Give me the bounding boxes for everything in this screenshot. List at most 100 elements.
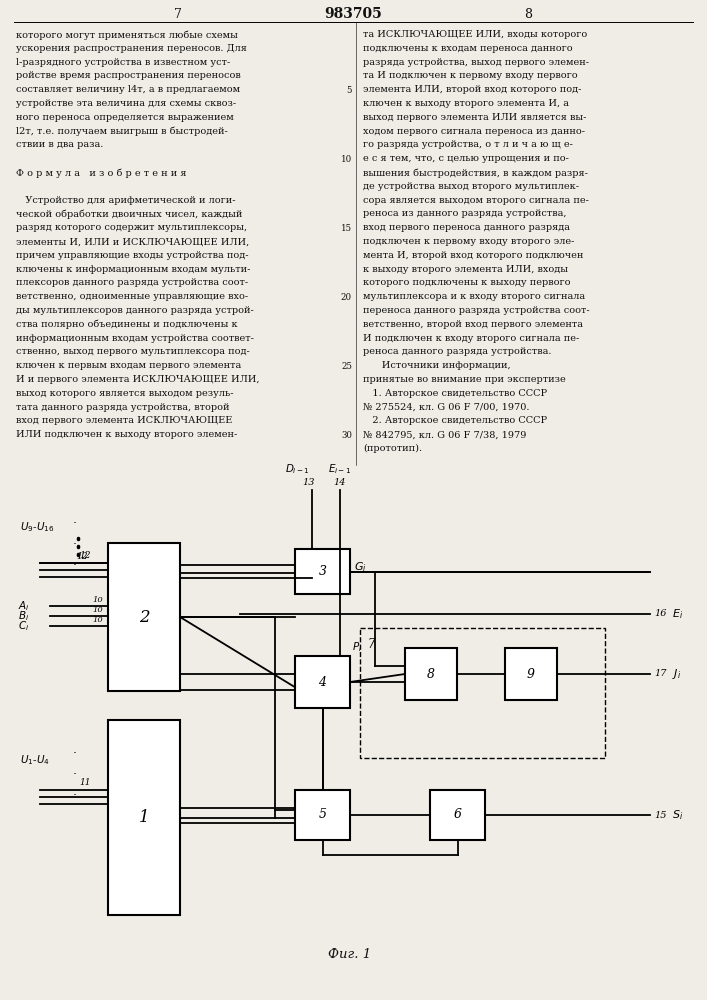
Bar xyxy=(360,628,605,758)
Text: вход первого элемента ИСКЛЮЧАЮЩЕЕ: вход первого элемента ИСКЛЮЧАЮЩЕЕ xyxy=(16,416,233,425)
Bar xyxy=(295,790,350,840)
Text: го разряда устройства, о т л и ч а ю щ е-: го разряда устройства, о т л и ч а ю щ е… xyxy=(363,140,573,149)
Text: l2т, т.е. получаем выигрыш в быстродей-: l2т, т.е. получаем выигрыш в быстродей- xyxy=(16,127,228,136)
Text: ства полярно объединены и подключены к: ства полярно объединены и подключены к xyxy=(16,320,238,329)
Text: № 275524, кл. G 06 F 7/00, 1970.: № 275524, кл. G 06 F 7/00, 1970. xyxy=(363,403,530,412)
Text: (прототип).: (прототип). xyxy=(363,444,422,453)
Text: 13: 13 xyxy=(303,478,315,487)
Text: 20: 20 xyxy=(341,293,352,302)
Text: 14: 14 xyxy=(334,478,346,487)
Text: Ф о р м у л а   и з о б р е т е н и я: Ф о р м у л а и з о б р е т е н и я xyxy=(16,168,187,178)
Text: выход первого элемента ИЛИ является вы-: выход первого элемента ИЛИ является вы- xyxy=(363,113,586,122)
Text: реноса из данного разряда устройства,: реноса из данного разряда устройства, xyxy=(363,209,566,218)
Text: Устройство для арифметической и логи-: Устройство для арифметической и логи- xyxy=(16,196,235,205)
Text: тата данного разряда устройства, второй: тата данного разряда устройства, второй xyxy=(16,403,230,412)
Text: 5: 5 xyxy=(318,808,327,822)
Text: вход первого переноса данного разряда: вход первого переноса данного разряда xyxy=(363,223,570,232)
Text: ного переноса определяется выражением: ного переноса определяется выражением xyxy=(16,113,234,122)
Text: l-разрядного устройства в известном уст-: l-разрядного устройства в известном уст- xyxy=(16,58,230,67)
Text: И и первого элемента ИСКЛЮЧАЮЩЕЕ ИЛИ,: И и первого элемента ИСКЛЮЧАЮЩЕЕ ИЛИ, xyxy=(16,375,259,384)
Text: 11: 11 xyxy=(79,778,90,787)
Text: 9: 9 xyxy=(527,668,535,680)
Text: ческой обработки двоичных чисел, каждый: ческой обработки двоичных чисел, каждый xyxy=(16,209,243,219)
Text: ·
·
·: · · · xyxy=(73,518,77,572)
Text: подключены к входам переноса данного: подключены к входам переноса данного xyxy=(363,44,573,53)
Text: ИЛИ подключен к выходу второго элемен-: ИЛИ подключен к выходу второго элемен- xyxy=(16,430,238,439)
Text: та И подключен к первому входу первого: та И подключен к первому входу первого xyxy=(363,71,578,80)
Text: Источники информации,: Источники информации, xyxy=(363,361,510,370)
Text: ствии в два раза.: ствии в два раза. xyxy=(16,140,103,149)
Text: 3: 3 xyxy=(318,565,327,578)
Text: $G_i$: $G_i$ xyxy=(354,561,367,574)
Bar xyxy=(505,648,557,700)
Text: $J_i$: $J_i$ xyxy=(672,667,682,681)
Text: $E_{i-1}$: $E_{i-1}$ xyxy=(328,462,352,476)
Text: $U_1$-$U_4$: $U_1$-$U_4$ xyxy=(20,753,49,767)
Text: $E_i$: $E_i$ xyxy=(672,607,683,621)
Text: которого подключены к выходу первого: которого подключены к выходу первого xyxy=(363,278,571,287)
Text: е с я тем, что, с целью упрощения и по-: е с я тем, что, с целью упрощения и по- xyxy=(363,154,569,163)
Text: ветственно, одноименные управляющие вхо-: ветственно, одноименные управляющие вхо- xyxy=(16,292,248,301)
Text: ственно, выход первого мультиплексора под-: ственно, выход первого мультиплексора по… xyxy=(16,347,250,356)
Text: $B_i$: $B_i$ xyxy=(18,609,29,623)
Text: ·
·
·: · · · xyxy=(73,748,77,802)
Text: 10: 10 xyxy=(92,616,103,624)
Text: 7: 7 xyxy=(368,638,375,651)
Text: 30: 30 xyxy=(341,431,352,440)
Text: плексоров данного разряда устройства соот-: плексоров данного разряда устройства соо… xyxy=(16,278,248,287)
Text: № 842795, кл. G 06 F 7/38, 1979: № 842795, кл. G 06 F 7/38, 1979 xyxy=(363,430,527,439)
Text: $U_9$-$U_{16}$: $U_9$-$U_{16}$ xyxy=(20,520,54,534)
Text: 10: 10 xyxy=(341,155,352,164)
Text: 4: 4 xyxy=(318,676,327,688)
Text: 25: 25 xyxy=(341,362,352,371)
Text: которого могут применяться любые схемы: которого могут применяться любые схемы xyxy=(16,30,238,39)
Text: переноса данного разряда устройства соот-: переноса данного разряда устройства соот… xyxy=(363,306,590,315)
Text: Фиг. 1: Фиг. 1 xyxy=(329,948,372,962)
Text: 12: 12 xyxy=(79,551,90,560)
Text: принятые во внимание при экспертизе: принятые во внимание при экспертизе xyxy=(363,375,566,384)
Text: ключен к выходу второго элемента И, а: ключен к выходу второго элемента И, а xyxy=(363,99,569,108)
Text: элемента ИЛИ, второй вход которого под-: элемента ИЛИ, второй вход которого под- xyxy=(363,85,581,94)
Text: $P_i$: $P_i$ xyxy=(352,640,362,654)
Text: 2: 2 xyxy=(139,608,149,626)
Text: ключены к информационным входам мульти-: ключены к информационным входам мульти- xyxy=(16,265,250,274)
Text: ды мультиплексоров данного разряда устрой-: ды мультиплексоров данного разряда устро… xyxy=(16,306,254,315)
Text: 12: 12 xyxy=(76,552,88,561)
Text: сора является выходом второго сигнала пе-: сора является выходом второго сигнала пе… xyxy=(363,196,589,205)
Text: разряд которого содержит мультиплексоры,: разряд которого содержит мультиплексоры, xyxy=(16,223,247,232)
Bar xyxy=(108,720,180,915)
Text: ройстве время распространения переносов: ройстве время распространения переносов xyxy=(16,71,241,80)
Bar xyxy=(430,790,485,840)
Text: разряда устройства, выход первого элемен-: разряда устройства, выход первого элемен… xyxy=(363,58,589,67)
Text: 10: 10 xyxy=(92,606,103,614)
Text: 1. Авторское свидетельство СССР: 1. Авторское свидетельство СССР xyxy=(363,389,547,398)
Text: информационным входам устройства соответ-: информационным входам устройства соответ… xyxy=(16,334,254,343)
Text: та ИСКЛЮЧАЮЩЕЕ ИЛИ, входы которого: та ИСКЛЮЧАЮЩЕЕ ИЛИ, входы которого xyxy=(363,30,588,39)
Text: 2. Авторское свидетельство СССР: 2. Авторское свидетельство СССР xyxy=(363,416,547,425)
Text: 6: 6 xyxy=(453,808,462,822)
Text: ключен к первым входам первого элемента: ключен к первым входам первого элемента xyxy=(16,361,241,370)
Text: 1: 1 xyxy=(139,809,149,826)
Text: $S_i$: $S_i$ xyxy=(672,808,683,822)
Text: выход которого является выходом резуль-: выход которого является выходом резуль- xyxy=(16,389,233,398)
Text: 10: 10 xyxy=(92,596,103,604)
Text: ветственно, второй вход первого элемента: ветственно, второй вход первого элемента xyxy=(363,320,583,329)
Text: 5: 5 xyxy=(346,86,352,95)
Text: реноса данного разряда устройства.: реноса данного разряда устройства. xyxy=(363,347,551,356)
Text: составляет величину l4т, а в предлагаемом: составляет величину l4т, а в предлагаемо… xyxy=(16,85,240,94)
Text: 7: 7 xyxy=(174,7,182,20)
Text: де устройства выход второго мультиплек-: де устройства выход второго мультиплек- xyxy=(363,182,579,191)
Bar xyxy=(405,648,457,700)
Text: мультиплексора и к входу второго сигнала: мультиплексора и к входу второго сигнала xyxy=(363,292,585,301)
Bar xyxy=(108,543,180,691)
Text: 983705: 983705 xyxy=(324,7,382,21)
Text: устройстве эта величина для схемы сквоз-: устройстве эта величина для схемы сквоз- xyxy=(16,99,236,108)
Text: 8: 8 xyxy=(524,7,532,20)
Text: 15: 15 xyxy=(341,224,352,233)
Bar xyxy=(295,549,350,594)
Text: И подключен к входу второго сигнала пе-: И подключен к входу второго сигнала пе- xyxy=(363,334,579,343)
Bar xyxy=(295,656,350,708)
Text: ходом первого сигнала переноса из данно-: ходом первого сигнала переноса из данно- xyxy=(363,127,585,136)
Text: вышения быстродействия, в каждом разря-: вышения быстродействия, в каждом разря- xyxy=(363,168,588,178)
Text: 17: 17 xyxy=(654,670,667,678)
